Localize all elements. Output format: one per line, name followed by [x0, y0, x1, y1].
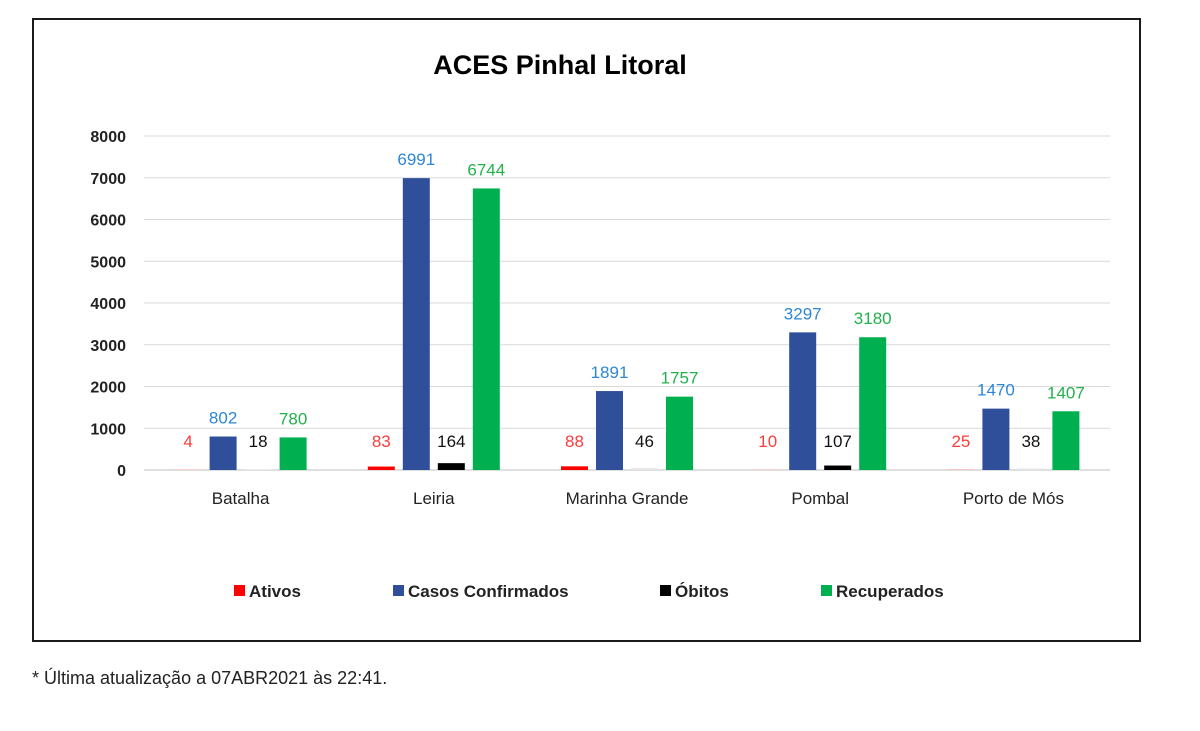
data-label: 6744	[467, 160, 505, 179]
data-label: 4	[183, 432, 192, 451]
data-label: 38	[1021, 432, 1040, 451]
bar-recuperados	[1052, 411, 1080, 470]
bar-recuperados	[472, 188, 500, 471]
bar-ativos	[754, 469, 782, 470]
bar-casos-confirmados	[402, 178, 430, 471]
legend-label: Casos Confirmados	[408, 582, 569, 601]
bar-óbitos	[437, 463, 465, 470]
bar-ativos	[174, 469, 202, 470]
data-label: 3180	[854, 309, 892, 328]
y-tick-label: 3000	[90, 338, 126, 355]
data-label: 1470	[977, 381, 1015, 400]
data-label: 802	[209, 409, 237, 428]
data-label: 780	[279, 409, 307, 428]
chart-title: ACES Pinhal Litoral	[433, 50, 687, 80]
y-tick-label: 8000	[90, 129, 126, 146]
x-axis-categories: Batalha Leiria Marinha Grande Pombal Porto d…	[212, 489, 1064, 508]
bar-óbitos	[244, 469, 272, 470]
bar-ativos	[561, 466, 588, 470]
bar-recuperados	[279, 437, 307, 470]
data-label: 46	[635, 432, 654, 451]
category-label: Batalha	[212, 489, 270, 508]
category-label: Marinha Grande	[566, 489, 689, 508]
bar-recuperados	[859, 337, 887, 470]
legend-label: Recuperados	[836, 582, 944, 601]
bar-ativos	[947, 468, 975, 470]
bar-chart: ACES Pinhal Litoral 0 1000 2000 3000 4000 500…	[90, 50, 1110, 601]
data-label: 107	[824, 432, 852, 451]
y-tick-label: 1000	[90, 421, 126, 438]
y-tick-label: 4000	[90, 296, 126, 313]
bar-óbitos	[631, 468, 658, 470]
bar-recuperados	[666, 396, 693, 470]
bar-ativos	[367, 466, 395, 470]
y-tick-label: 0	[117, 463, 126, 480]
legend-swatch	[660, 585, 671, 596]
y-tick-label: 2000	[90, 380, 126, 397]
data-label: 10	[758, 432, 777, 451]
y-tick-label: 7000	[90, 171, 126, 188]
data-label: 6991	[397, 150, 435, 169]
bars	[174, 178, 1080, 471]
bar-óbitos	[824, 465, 852, 470]
legend-label: Ativos	[249, 582, 301, 601]
legend-swatch	[393, 585, 404, 596]
legend-label: Óbitos	[675, 582, 729, 601]
data-label: 25	[951, 432, 970, 451]
y-axis-ticks: 0 1000 2000 3000 4000 5000 6000 7000 8000	[90, 129, 126, 480]
data-label: 1407	[1047, 383, 1085, 402]
bar-casos-confirmados	[789, 332, 817, 470]
category-label: Porto de Mós	[963, 489, 1064, 508]
bar-óbitos	[1017, 468, 1045, 470]
data-labels: 4 802 18 780 83 6991 164 6744 88 1891 46 1757 10 3297…	[183, 150, 1084, 451]
bar-casos-confirmados	[209, 436, 237, 470]
data-label: 83	[372, 432, 391, 451]
legend-swatch	[234, 585, 245, 596]
data-label: 1891	[591, 363, 629, 382]
y-tick-label: 5000	[90, 254, 126, 271]
data-label: 88	[565, 432, 584, 451]
category-label: Pombal	[791, 489, 849, 508]
legend-swatch	[821, 585, 832, 596]
data-label: 18	[249, 432, 268, 451]
bar-casos-confirmados	[982, 408, 1010, 470]
bar-casos-confirmados	[596, 391, 623, 470]
chart-frame: ACES Pinhal Litoral 0 1000 2000 3000 4000 500…	[32, 18, 1141, 642]
y-tick-label: 6000	[90, 213, 126, 230]
category-label: Leiria	[413, 489, 455, 508]
data-label: 1757	[661, 369, 699, 388]
grid-lines	[144, 135, 1110, 471]
data-label: 164	[437, 432, 465, 451]
data-label: 3297	[784, 304, 822, 323]
footnote: * Última atualização a 07ABR2021 às 22:4…	[32, 668, 388, 688]
legend: Ativos Casos Confirmados Óbitos Recuperados	[234, 582, 944, 601]
